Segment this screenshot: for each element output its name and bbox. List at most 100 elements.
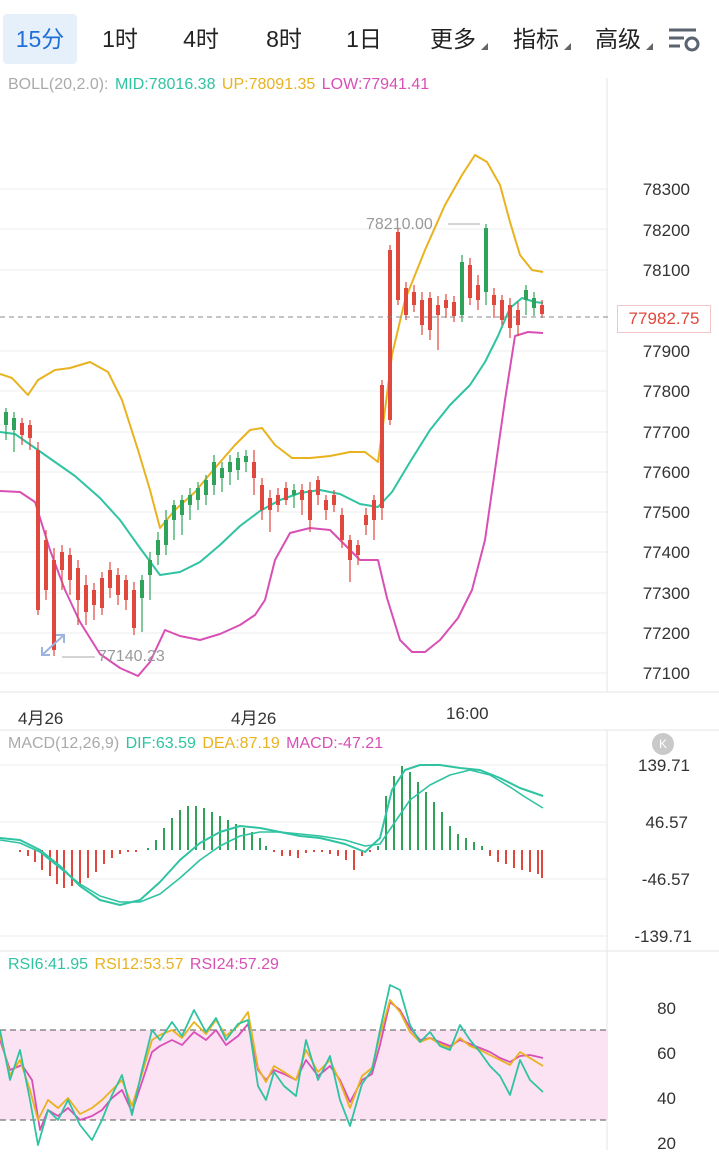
candle-body [364, 515, 368, 525]
candle-body [60, 552, 64, 570]
tab-more-dropdown[interactable]: 更多 [420, 14, 488, 64]
candle-body [220, 468, 224, 478]
candle-body [68, 555, 72, 580]
macd-tick: -46.57 [641, 870, 690, 889]
rsi6-line [0, 984, 544, 1146]
rsi12-value: RSI12:53.57 [94, 956, 184, 973]
rsi-tick: 60 [657, 1044, 676, 1063]
tab-advanced-dropdown[interactable]: 高级 [585, 14, 653, 64]
candle-body [300, 490, 304, 500]
candle-body [212, 462, 216, 485]
rsi-band [0, 1030, 608, 1120]
candle-body [236, 458, 240, 470]
candle-body [252, 462, 256, 478]
candle-body [468, 265, 472, 298]
price-tick: 77100 [642, 664, 690, 683]
candle-body [108, 570, 112, 588]
candle-body [268, 498, 272, 510]
candle-body [148, 560, 152, 575]
price-tick: 77300 [642, 584, 690, 603]
candle-body [260, 485, 264, 510]
current-price-label: 77982.75 [617, 305, 711, 333]
candle-body [28, 425, 32, 438]
candle-body [532, 298, 536, 308]
candle-body [372, 500, 376, 520]
chevron-down-icon [481, 43, 488, 50]
candle-body [284, 488, 288, 500]
price-tick: 77700 [642, 423, 690, 442]
rsi24-value: RSI24:57.29 [189, 956, 279, 973]
candle-body [396, 232, 400, 300]
candle-body [404, 288, 408, 315]
date-tick: 16:00 [446, 704, 489, 723]
macd-dea: DEA:87.19 [202, 735, 280, 752]
macd-dea-line [0, 769, 544, 903]
candle-body [204, 480, 208, 495]
boll-legend: BOLL(20,2.0): MID:78016.38 UP:78091.35 L… [8, 76, 431, 94]
candle-body [196, 488, 200, 500]
candle-body [124, 580, 128, 600]
tab-15m[interactable]: 15分 [3, 14, 77, 64]
candle-body [444, 300, 448, 308]
tab-1d[interactable]: 1日 [346, 26, 382, 52]
candle-body [140, 580, 144, 598]
tab-indicators-label: 指标 [513, 26, 559, 52]
candle-body [476, 285, 480, 300]
candle-body [332, 495, 336, 505]
boll-label: BOLL(20,2.0): [8, 76, 109, 93]
candle-body [436, 305, 440, 315]
macd-tick: 139.71 [638, 756, 690, 775]
tab-advanced-label: 高级 [595, 26, 641, 52]
candle-body [452, 302, 456, 316]
candle-body [116, 575, 120, 595]
price-tick: 77900 [642, 342, 690, 361]
candle-body [492, 295, 496, 305]
candle-body [508, 305, 512, 328]
macd-badge-icon[interactable]: K [652, 733, 674, 755]
boll-mid: MID:78016.38 [114, 76, 216, 93]
macd-label: MACD(12,26,9) [8, 735, 120, 752]
tab-1h[interactable]: 1时 [102, 26, 138, 52]
low-price-annotation: 77140.23 [98, 648, 165, 665]
candle-body [412, 292, 416, 305]
macd-tick: -139.71 [634, 927, 692, 946]
candle-body [76, 568, 80, 600]
price-tick: 77500 [642, 503, 690, 522]
candle-body [228, 462, 232, 472]
candle-body [308, 490, 312, 520]
candle-body [356, 545, 360, 555]
tab-indicators-dropdown[interactable]: 指标 [503, 14, 571, 64]
macd-tick: 46.57 [645, 813, 688, 832]
candle-body [188, 495, 192, 505]
boll-lower-line [0, 331, 544, 677]
candle-body [524, 290, 528, 300]
candle-body [132, 590, 136, 628]
candle-body [100, 578, 104, 608]
candle-body [340, 515, 344, 540]
candle-body [348, 540, 352, 560]
chart-settings-icon[interactable] [666, 25, 702, 55]
timeframe-toolbar: 15分 1时 4时 8时 1日 更多 指标 高级 [0, 0, 719, 78]
candle-body [92, 590, 96, 605]
price-tick: 77800 [642, 382, 690, 401]
tab-8h[interactable]: 8时 [266, 26, 302, 52]
rsi-legend: RSI6:41.95 RSI12:53.57 RSI24:57.29 [8, 956, 281, 974]
candle-body [388, 250, 392, 420]
expand-icon[interactable] [41, 634, 65, 656]
rsi-tick: 80 [657, 999, 676, 1018]
candle-body [276, 495, 280, 505]
rsi-tick: 20 [657, 1134, 676, 1153]
candle-body [484, 228, 488, 292]
candle-body [380, 385, 384, 508]
candle-body [180, 500, 184, 515]
candle-body [164, 520, 168, 545]
boll-up: UP:78091.35 [221, 76, 316, 93]
candle-body [500, 300, 504, 320]
boll-upper-line [0, 154, 544, 529]
tab-4h[interactable]: 4时 [183, 26, 219, 52]
boll-mid-line [0, 297, 544, 576]
candle-body [52, 560, 56, 650]
price-tick: 77600 [642, 463, 690, 482]
price-tick: 78300 [642, 180, 690, 199]
